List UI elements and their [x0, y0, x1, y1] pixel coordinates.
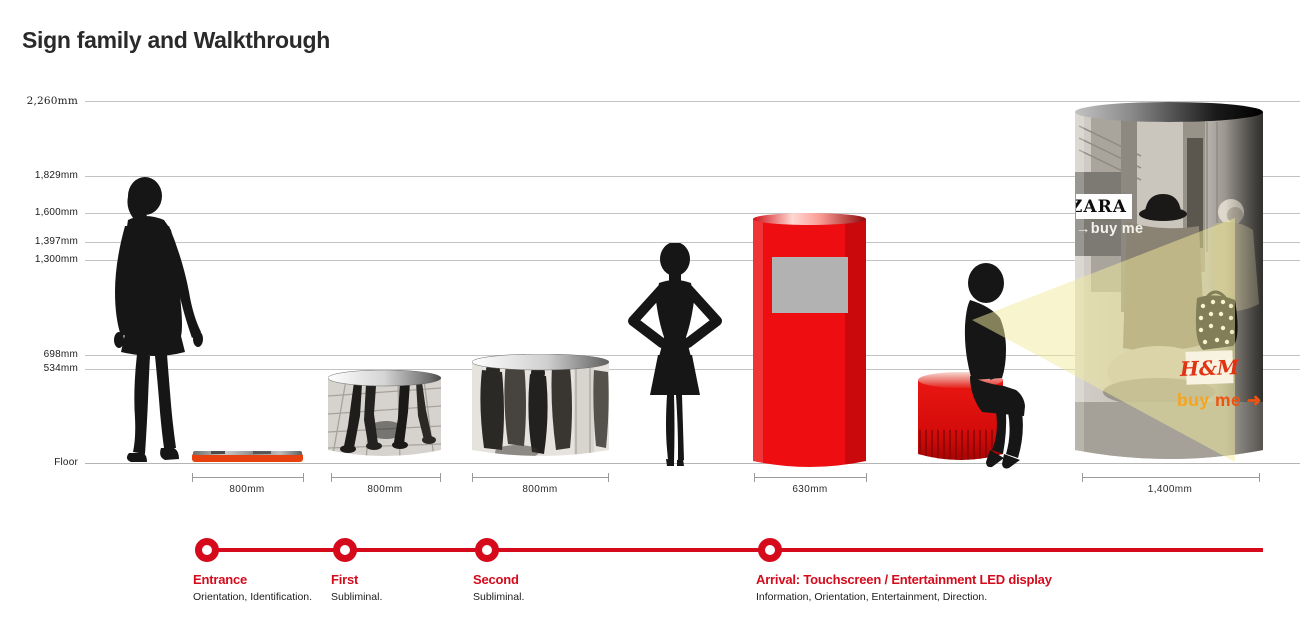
width-label-led: 1,400mm	[1147, 484, 1193, 495]
sightline-cone	[972, 218, 1235, 462]
gridline-1397	[85, 242, 1300, 243]
width-bracket-totem	[754, 473, 867, 482]
second-subliminal-cylinder	[472, 354, 609, 456]
height-label-2260: 2,260mm	[26, 95, 78, 107]
timeline-label-entrance: Entrance	[193, 572, 248, 587]
height-label-534: 534mm	[43, 363, 78, 374]
height-label-1397: 1,397mm	[34, 236, 78, 247]
width-bracket-entrance	[192, 473, 304, 482]
zara-sign: ZARA	[1076, 194, 1132, 219]
width-label-second: 800mm	[522, 484, 558, 495]
timeline-dot-second	[475, 538, 499, 562]
height-label-1600: 1,600mm	[34, 207, 78, 218]
timeline-dot-entrance	[195, 538, 219, 562]
timeline-dot-arrival	[758, 538, 782, 562]
gridline-2260	[85, 101, 1300, 102]
gridline-1600	[85, 213, 1300, 214]
hm-sign-text: H&M	[1179, 354, 1240, 381]
hm-sign: H&M	[1180, 350, 1239, 385]
width-bracket-led	[1082, 473, 1260, 482]
gridline-floor	[85, 463, 1300, 464]
entrance-floor-sign	[192, 451, 303, 462]
buy-me-orange-text: buy me ➜	[1177, 390, 1262, 411]
timeline-desc-entrance: Orientation, Identification.	[193, 591, 313, 603]
floor-label: Floor	[54, 457, 78, 468]
timeline-desc-second: Subliminal.	[473, 591, 525, 603]
timeline-desc-arrival: Information, Orientation, Entertainment,…	[756, 591, 988, 603]
gridline-1829	[85, 176, 1300, 177]
timeline-label-second: Second	[473, 572, 519, 587]
totem-screen	[772, 257, 848, 313]
page-title: Sign family and Walkthrough	[22, 27, 330, 53]
gridline-698	[85, 355, 1300, 356]
touchscreen-totem	[753, 213, 866, 467]
first-subliminal-cylinder	[328, 370, 441, 456]
width-label-totem: 630mm	[792, 484, 828, 495]
hands-on-hips-woman-silhouette	[628, 243, 722, 466]
height-label-1300: 1,300mm	[34, 254, 78, 265]
height-label-698: 698mm	[43, 349, 78, 360]
width-bracket-second	[472, 473, 609, 482]
height-label-1829: 1,829mm	[34, 170, 78, 181]
buy-me-orange-word2: me ➜	[1214, 390, 1262, 410]
timeline-line	[207, 548, 1263, 552]
timeline-dot-first	[333, 538, 357, 562]
standing-woman-silhouette	[114, 177, 203, 462]
timeline-label-arrival: Arrival: Touchscreen / Entertainment LED…	[756, 572, 1052, 587]
buy-me-orange-word1: buy	[1177, 390, 1215, 410]
width-bracket-first	[331, 473, 441, 482]
buy-me-white-text: →buy me	[1076, 221, 1144, 237]
width-label-first: 800mm	[367, 484, 403, 495]
timeline-desc-first: Subliminal.	[331, 591, 383, 603]
gridline-1300	[85, 260, 1300, 261]
width-label-entrance: 800mm	[229, 484, 265, 495]
timeline-label-first: First	[331, 572, 359, 587]
zara-sign-text: ZARA	[1076, 196, 1127, 217]
